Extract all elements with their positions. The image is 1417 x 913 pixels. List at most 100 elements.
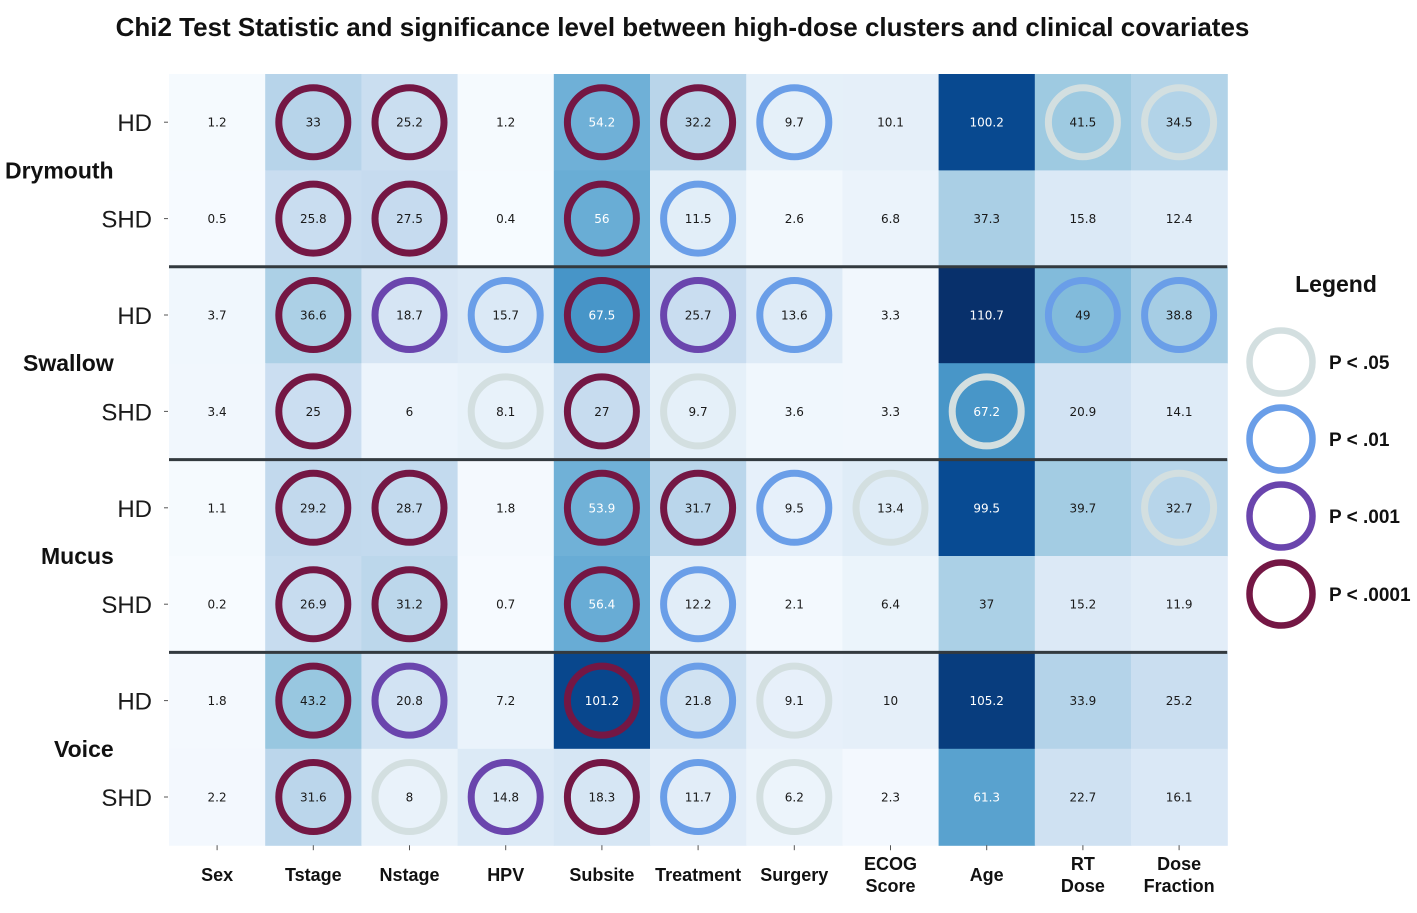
significance-ring [563,373,640,450]
cell-value: 56 [594,212,609,226]
significance-ring [948,373,1025,450]
column-label: Nstage [379,865,439,885]
cell-value: 12.4 [1166,212,1193,226]
significance-ring [660,566,737,643]
cell-value: 6.2 [785,791,804,805]
group-label: Mucus [41,543,114,569]
significance-ring [371,84,448,161]
column-label: Tstage [285,865,342,885]
heatmap-cell [169,74,266,171]
significance-ring [1044,277,1121,353]
heatmap-cell [457,459,555,557]
cell-value: 33 [306,116,321,130]
significance-ring [660,373,737,450]
cell-value: 7.2 [496,694,515,708]
legend-ring [1246,481,1316,551]
significance-ring [660,469,737,546]
significance-ring [371,180,448,257]
cell-value: 3.3 [881,309,900,323]
heatmap-cell [1034,459,1132,557]
cell-value: 27 [594,405,609,419]
heatmap-cell [1034,652,1132,750]
legend-title: Legend [1295,271,1377,297]
heatmap-cell [842,74,940,171]
heatmap-cell [938,170,1036,268]
cell-value: 1.1 [208,501,227,515]
cell-value: 2.1 [785,598,804,612]
cell-value: 37.3 [973,212,1000,226]
cell-value: 56.4 [589,598,616,612]
cell-value: 9.1 [785,694,804,708]
significance-ring [467,373,544,450]
row-label: SHD [101,399,152,426]
heatmap-cell [938,652,1036,750]
significance-ring [563,180,640,257]
cell-value: 29.2 [300,501,327,515]
cell-value: 11.9 [1166,598,1193,612]
heatmap-cell [361,363,459,461]
significance-ring [563,84,640,161]
heatmap-cell [1034,170,1132,268]
cell-value: 105.2 [970,694,1004,708]
significance-ring [371,469,448,546]
significance-ring [275,662,352,739]
cell-value: 3.6 [785,405,804,419]
cell-value: 6.4 [881,598,900,612]
cell-value: 3.4 [208,405,227,419]
cell-value: 16.1 [1166,791,1193,805]
significance-ring [756,469,833,546]
cell-value: 13.6 [781,309,808,323]
cell-value: 28.7 [396,501,423,515]
heatmap-cell [938,748,1036,846]
cell-value: 33.9 [1070,694,1097,708]
cell-value: 15.8 [1070,212,1097,226]
significance-ring [275,84,352,161]
significance-ring [275,469,352,546]
significance-ring [467,277,544,353]
heatmap-cell [1131,748,1228,846]
column-label: Score [865,876,915,896]
heatmap-cell [842,170,940,268]
cell-value: 13.4 [877,501,904,515]
cell-value: 32.2 [685,116,712,130]
heatmap-cell [842,266,940,364]
cell-value: 38.8 [1166,309,1193,323]
cell-value: 6 [406,405,414,419]
heatmap-cell [169,363,266,461]
significance-ring [371,662,448,739]
legend-ring [1246,327,1316,397]
column-label: Subsite [569,865,634,885]
cell-value: 2.6 [785,212,804,226]
cell-value: 100.2 [970,116,1004,130]
heatmap-cell [842,363,940,461]
cell-value: 3.7 [208,309,227,323]
column-label: Dose [1157,854,1201,874]
chart-title: Chi2 Test Statistic and significance lev… [115,12,1250,42]
significance-ring [371,759,448,835]
significance-ring [563,469,640,546]
heatmap-cell [457,556,555,653]
significance-ring [756,277,833,353]
cell-value: 31.7 [685,501,712,515]
row-label: HD [117,303,152,330]
cell-value: 2.2 [208,791,227,805]
legend-ring [1246,559,1316,629]
significance-ring [563,566,640,643]
cell-value: 1.2 [208,116,227,130]
heatmap-cell [1131,652,1228,750]
significance-ring [660,180,737,257]
cell-value: 36.6 [300,309,327,323]
heatmap-cell [842,556,940,653]
cell-value: 18.7 [396,309,423,323]
significance-ring [756,662,833,739]
cell-value: 31.2 [396,598,423,612]
heatmap-cell [169,652,266,750]
group-label: Drymouth [5,157,114,183]
cell-value: 26.9 [300,598,327,612]
cell-value: 0.4 [496,212,515,226]
cell-value: 1.8 [208,694,227,708]
significance-ring [1141,469,1218,546]
cell-value: 12.2 [685,598,712,612]
legend-label: P < .05 [1329,353,1390,374]
cell-value: 22.7 [1070,791,1097,805]
